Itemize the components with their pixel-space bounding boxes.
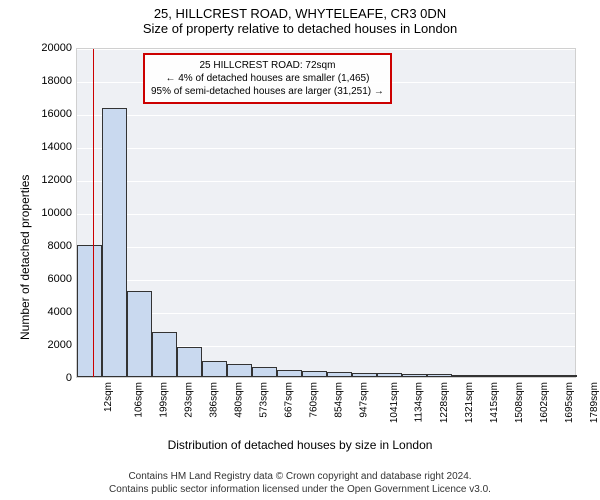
histogram-bar <box>452 375 477 377</box>
histogram-bar <box>552 375 577 377</box>
gridline <box>77 280 575 281</box>
y-tick-label: 6000 <box>0 273 72 285</box>
histogram-bar <box>527 375 552 377</box>
attribution-line-1: Contains HM Land Registry data © Crown c… <box>0 470 600 483</box>
gridline <box>77 181 575 182</box>
histogram-bar <box>427 374 452 377</box>
histogram-bar <box>277 370 302 377</box>
attribution: Contains HM Land Registry data © Crown c… <box>0 470 600 496</box>
histogram-bar <box>227 364 252 377</box>
y-tick-label: 2000 <box>0 339 72 351</box>
histogram-bar <box>102 108 127 377</box>
x-axis-label: Distribution of detached houses by size … <box>0 438 600 452</box>
histogram-bar <box>352 373 377 377</box>
annotation-line: 95% of semi-detached houses are larger (… <box>151 85 384 98</box>
y-tick-label: 4000 <box>0 306 72 318</box>
histogram-bar <box>77 245 102 377</box>
page-subtitle: Size of property relative to detached ho… <box>0 21 600 36</box>
histogram-bar <box>177 347 202 377</box>
x-tick-label: 1789sqm <box>589 382 600 423</box>
reference-line <box>93 49 94 377</box>
y-tick-label: 20000 <box>0 42 72 54</box>
histogram-bar <box>402 374 427 377</box>
gridline <box>77 379 575 380</box>
histogram-bar <box>202 361 227 378</box>
histogram-bar <box>502 375 527 377</box>
histogram-bar <box>127 291 152 377</box>
chart-container: 25, HILLCREST ROAD, WHYTELEAFE, CR3 0DN … <box>0 0 600 500</box>
gridline <box>77 115 575 116</box>
gridline <box>77 214 575 215</box>
gridline <box>77 148 575 149</box>
y-tick-label: 10000 <box>0 207 72 219</box>
histogram-bar <box>477 375 502 377</box>
y-tick-label: 0 <box>0 372 72 384</box>
page-title: 25, HILLCREST ROAD, WHYTELEAFE, CR3 0DN <box>0 6 600 21</box>
annotation-line: ← 4% of detached houses are smaller (1,4… <box>151 72 384 85</box>
y-tick-label: 18000 <box>0 75 72 87</box>
annotation-line: 25 HILLCREST ROAD: 72sqm <box>151 59 384 72</box>
y-tick-label: 16000 <box>0 108 72 120</box>
gridline <box>77 247 575 248</box>
histogram-bar <box>377 373 402 377</box>
attribution-line-2: Contains public sector information licen… <box>0 483 600 496</box>
y-tick-label: 12000 <box>0 174 72 186</box>
histogram-bar <box>327 372 352 377</box>
annotation-box: 25 HILLCREST ROAD: 72sqm← 4% of detached… <box>143 53 392 104</box>
histogram-bar <box>302 371 327 377</box>
plot-area: 25 HILLCREST ROAD: 72sqm← 4% of detached… <box>76 48 576 378</box>
histogram-bar <box>252 367 277 377</box>
gridline <box>77 49 575 50</box>
y-tick-label: 14000 <box>0 141 72 153</box>
histogram-bar <box>152 332 177 377</box>
y-tick-label: 8000 <box>0 240 72 252</box>
